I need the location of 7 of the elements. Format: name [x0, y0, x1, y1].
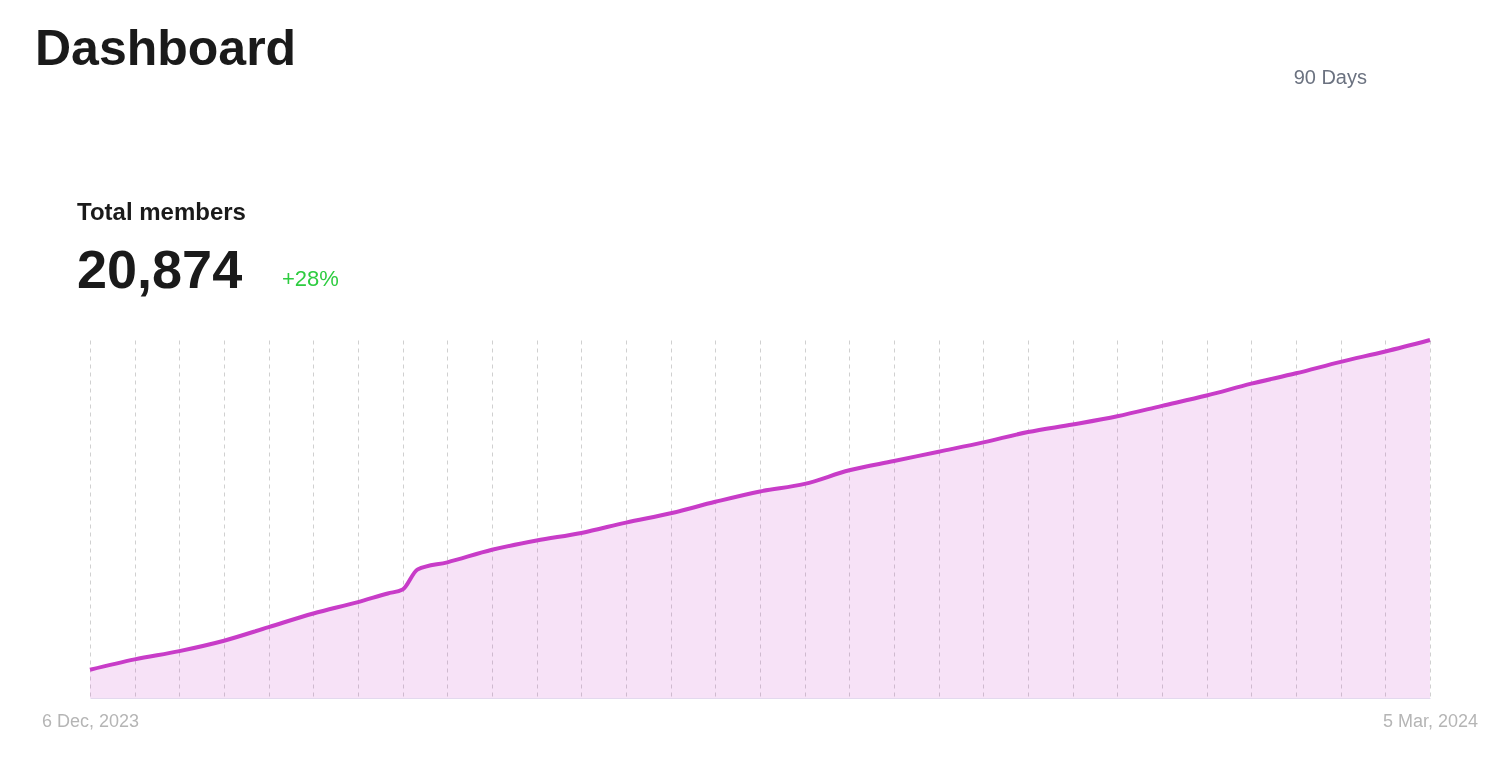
text: 90 Days: [1293, 66, 1367, 88]
chart-title: Dashboard: [35, 20, 297, 76]
x-tick-label: 5 Mar, 2024: [1382, 710, 1479, 731]
text: +28%: [282, 266, 339, 291]
text: 20,874: [77, 239, 243, 299]
x-tick-label: 6 Dec, 2023: [41, 710, 140, 731]
chart-subtitle: Total members: [77, 198, 246, 225]
